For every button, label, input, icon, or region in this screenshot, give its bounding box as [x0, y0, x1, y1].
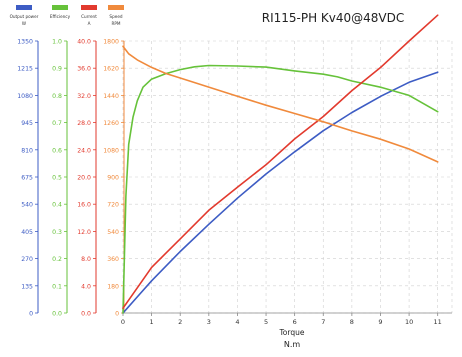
y-tick-label-speed: 1260: [103, 120, 119, 127]
x-tick-label: 3: [207, 318, 211, 326]
legend-unit-speed: RPM: [111, 21, 120, 26]
y-tick-label-power: 675: [21, 175, 33, 182]
grid: [122, 40, 453, 314]
x-axis-label: Torque: [279, 328, 305, 337]
series-line-speed: [122, 45, 439, 163]
y-tick-label-power: 540: [21, 202, 33, 209]
y-tick-label-power: 1215: [17, 66, 33, 73]
y-tick-label-speed: 1800: [103, 39, 119, 46]
y-tick-label-speed: 0: [115, 311, 119, 318]
y-tick-label-efficiency: 0.5: [52, 175, 62, 182]
x-tick-label: 9: [378, 318, 382, 326]
x-tick-label: 7: [321, 318, 325, 326]
y-tick-label-efficiency: 0.8: [52, 93, 62, 100]
y-tick-label-power: 810: [21, 147, 33, 154]
y-tick-label-speed: 1620: [103, 66, 119, 73]
legend-swatch-efficiency: [52, 5, 68, 10]
legend-unit-current: A: [88, 21, 91, 26]
x-axis-unit: N.m: [284, 340, 301, 349]
y-tick-label-speed: 900: [107, 175, 119, 182]
x-tick-label: 6: [293, 318, 297, 326]
y-tick-label-efficiency: 0.6: [52, 147, 62, 154]
legend-label-speed: Speed: [109, 14, 122, 19]
y-tick-label-power: 945: [21, 120, 33, 127]
legend-label-current: Current: [81, 14, 97, 19]
legend-label-power: Output power: [10, 14, 39, 19]
y-tick-label-current: 20.0: [77, 175, 91, 182]
y-tick-label-current: 24.0: [77, 147, 91, 154]
x-tick-label: 8: [350, 318, 354, 326]
x-tick-label: 4: [235, 318, 239, 326]
legend-swatch-current: [81, 5, 97, 10]
y-tick-label-current: 32.0: [77, 93, 91, 100]
series-line-current: [122, 14, 439, 310]
y-tick-label-efficiency: 0.1: [52, 283, 62, 290]
x-tick-label: 0: [121, 318, 125, 326]
y-tick-label-current: 16.0: [77, 202, 91, 209]
y-tick-label-speed: 1440: [103, 93, 119, 100]
y-tick-label-current: 12.0: [77, 229, 91, 236]
y-tick-label-efficiency: 1.0: [52, 39, 62, 46]
x-tick-label: 1: [150, 318, 154, 326]
y-tick-label-power: 0: [29, 311, 33, 318]
x-axis: 0 1 2 3 4 5 6 7 8 9 10 11: [121, 312, 452, 326]
y-tick-label-efficiency: 0.2: [52, 256, 62, 263]
y-tick-label-current: 36.0: [77, 66, 91, 73]
y-tick-label-speed: 540: [107, 229, 119, 236]
y-tick-label-current: 0.0: [81, 311, 91, 318]
y-tick-label-efficiency: 0.0: [52, 311, 62, 318]
y-axes: 0 135 270 405 540 675 810 945 1080 1215 1350 0.0 0.1…: [17, 39, 125, 318]
series-line-power: [122, 71, 439, 314]
y-tick-label-power: 135: [21, 283, 33, 290]
legend-swatch-speed: [108, 5, 124, 10]
series-line-efficiency: [122, 64, 439, 314]
y-tick-label-power: 270: [21, 256, 33, 263]
y-tick-label-power: 1350: [17, 39, 33, 46]
legend-label-efficiency: Efficiency: [50, 14, 71, 19]
x-tick-label: 2: [178, 318, 182, 326]
y-tick-label-power: 1080: [17, 93, 33, 100]
y-tick-label-efficiency: 0.4: [52, 202, 62, 209]
y-tick-label-speed: 1080: [103, 147, 119, 154]
y-tick-label-current: 8.0: [81, 256, 91, 263]
chart-title: RI115-PH Kv40@48VDC: [262, 11, 405, 25]
y-tick-label-speed: 360: [107, 256, 119, 263]
y-tick-label-current: 40.0: [77, 39, 91, 46]
y-tick-label-speed: 720: [107, 202, 119, 209]
legend: Output power W Efficiency Current A Speed RPM: [10, 5, 124, 26]
y-tick-label-efficiency: 0.7: [52, 120, 62, 127]
y-tick-label-speed: 180: [107, 283, 119, 290]
y-tick-label-current: 4.0: [81, 283, 91, 290]
x-tick-label: 11: [434, 318, 442, 326]
x-tick-label: 5: [264, 318, 268, 326]
y-tick-label-efficiency: 0.3: [52, 229, 62, 236]
legend-swatch-power: [16, 5, 32, 10]
x-tick-label: 10: [405, 318, 413, 326]
series-lines: [122, 14, 439, 314]
y-tick-label-power: 405: [21, 229, 33, 236]
y-tick-label-current: 28.0: [77, 120, 91, 127]
y-tick-label-efficiency: 0.9: [52, 66, 62, 73]
legend-unit-power: W: [22, 21, 26, 26]
